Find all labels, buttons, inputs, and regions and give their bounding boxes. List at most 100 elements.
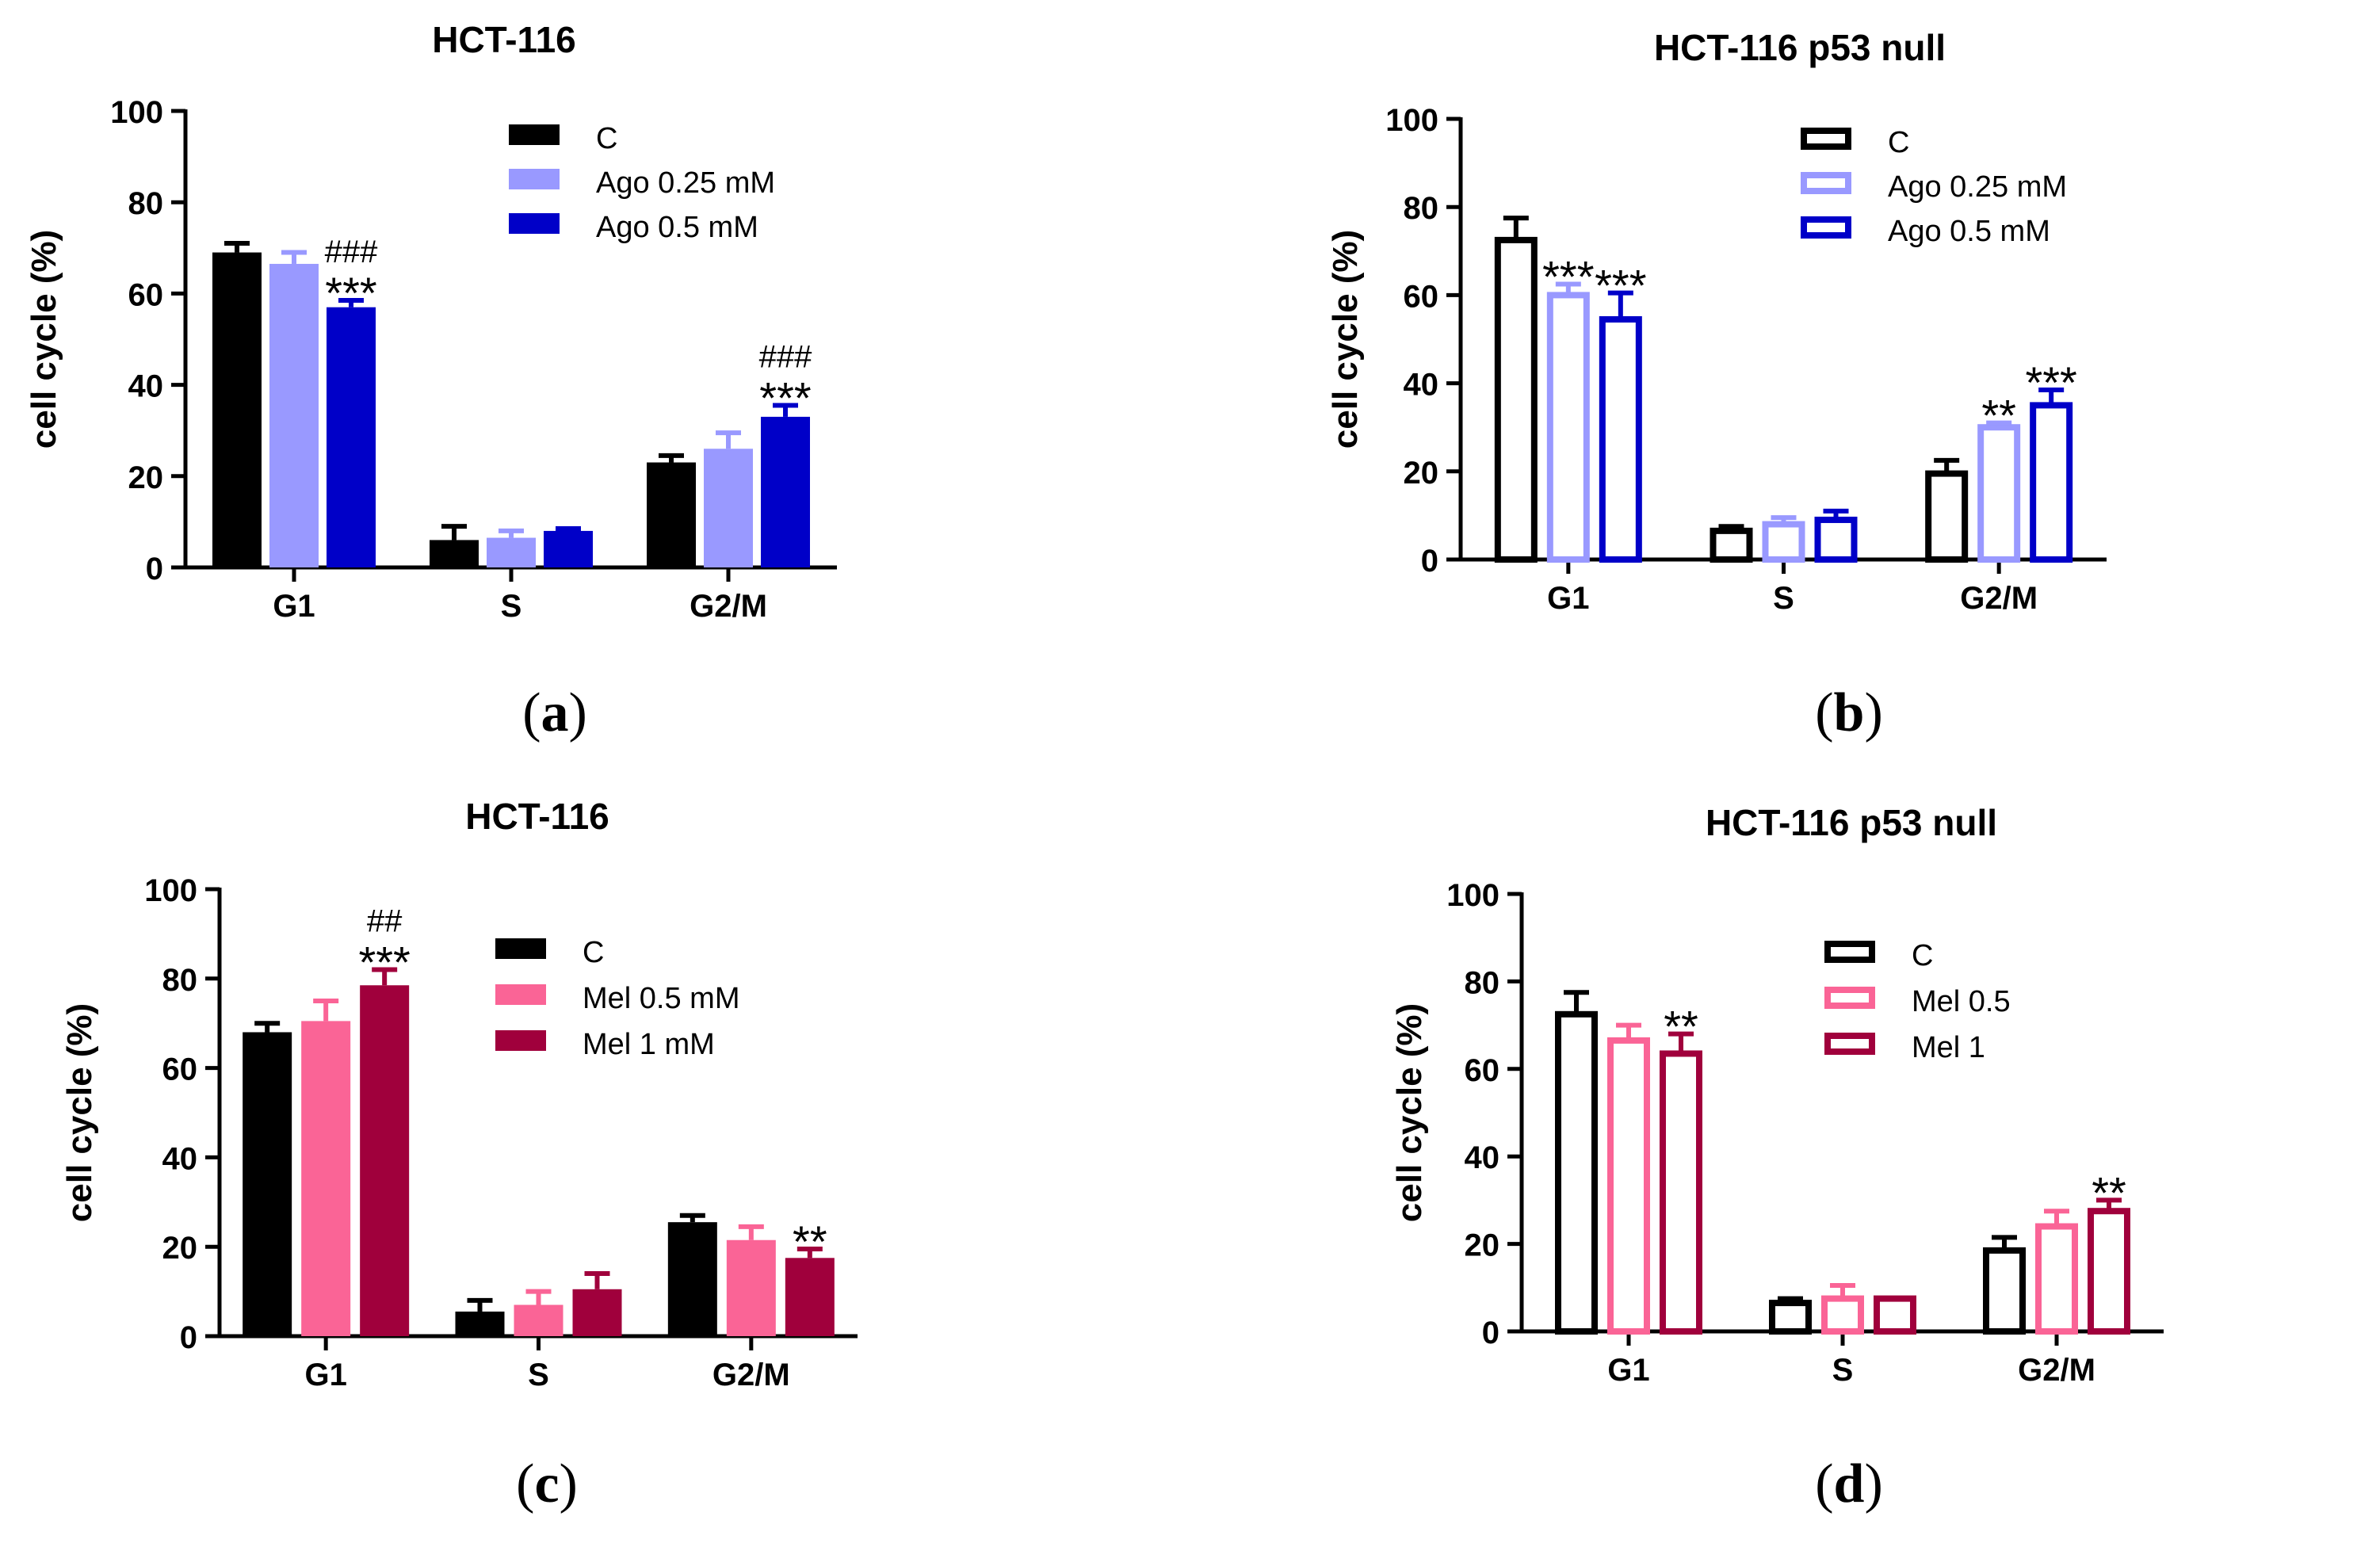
bar: [1821, 1295, 1864, 1335]
y-axis-label: cell cycle (%): [1390, 1003, 1429, 1222]
legend-swatch: [495, 1030, 546, 1051]
bar: [647, 462, 696, 567]
bar: [455, 1311, 505, 1336]
legend: C Ago 0.25 mM Ago 0.5 mM: [1801, 126, 2067, 248]
x-tick-label: S: [528, 1358, 549, 1392]
y-tick-label: 80: [128, 186, 164, 221]
y-axis-label: cell cycle (%): [60, 1003, 99, 1222]
legend-label: C: [1888, 126, 1909, 159]
legend-swatch: [509, 213, 560, 234]
bar: [1710, 527, 1753, 563]
bar: [572, 1289, 622, 1336]
x-tick-label: G2/M: [712, 1358, 790, 1392]
x-tick-label: G2/M: [690, 589, 767, 624]
bar: [1762, 521, 1805, 563]
bar: [1546, 292, 1590, 563]
legend-swatch: [1801, 216, 1851, 239]
legend-swatch: [509, 169, 560, 189]
x-tick-label: G1: [1607, 1353, 1649, 1388]
legend-label: Ago 0.25 mM: [1888, 170, 2067, 204]
legend-label: Mel 1: [1912, 1031, 1985, 1064]
bar: [1814, 516, 1858, 563]
legend-label: Ago 0.5 mM: [1888, 215, 2050, 248]
y-tick-label: 80: [1404, 191, 1439, 226]
bar: [1599, 315, 1642, 563]
bar: [1607, 1037, 1650, 1335]
chart-panel-1: HCT-116 cell cycle (%) 0 20 40 60 80 100 G1 S G2/M…: [25, 19, 837, 624]
legend-swatch: [1801, 128, 1851, 150]
legend-label: Mel 0.5: [1912, 985, 2011, 1018]
bar: [212, 252, 262, 567]
y-axis-label: cell cycle (%): [25, 230, 63, 449]
bar: [301, 1021, 351, 1336]
chart-panel-4: HCT-116 p53 null cell cycle (%) 0 20 40 60 80 1…: [1390, 802, 2164, 1388]
y-tick-label: 100: [110, 95, 163, 130]
bar: [1555, 1010, 1598, 1335]
y-tick-label: 40: [162, 1141, 198, 1176]
bar: [667, 1222, 717, 1336]
chart-title: HCT-116 p53 null: [1706, 802, 1997, 843]
panel-label-d: (d): [1815, 1453, 1883, 1514]
legend-label: Ago 0.5 mM: [596, 211, 758, 244]
legend-swatch: [1824, 987, 1875, 1009]
x-tick-label: S: [1773, 581, 1794, 616]
bar: [2030, 402, 2073, 563]
bar: [1494, 236, 1538, 563]
y-tick-label: 20: [1465, 1228, 1500, 1263]
x-tick-label: G1: [1547, 581, 1589, 616]
legend-label: C: [583, 936, 604, 969]
bar: [327, 307, 376, 567]
bar: [1769, 1300, 1812, 1335]
legend-label: C: [596, 122, 617, 155]
y-tick-label: 100: [144, 873, 197, 908]
significance-label: ***: [1542, 252, 1594, 302]
chart-title: HCT-116: [432, 19, 576, 60]
bar: [243, 1032, 292, 1336]
y-tick-label: 60: [1465, 1053, 1500, 1088]
bar: [1874, 1295, 1916, 1335]
x-tick-label: S: [501, 589, 522, 624]
y-tick-label: 40: [128, 369, 164, 404]
chart-panel-3: HCT-116 cell cycle (%) 0 20 40 60 80 100 G1 S G2/M…: [60, 796, 858, 1392]
significance-label: ***: [1595, 261, 1646, 311]
legend-label: Ago 0.25 mM: [596, 166, 775, 200]
legend-swatch: [1824, 941, 1875, 963]
y-tick-label: 80: [162, 963, 198, 998]
x-tick-label: G2/M: [1960, 581, 2038, 616]
bar: [1983, 1247, 2026, 1335]
legend-swatch: [495, 938, 546, 959]
y-tick-label: 0: [1421, 544, 1438, 579]
bar: [726, 1239, 776, 1336]
bar: [761, 416, 810, 567]
chart-title: HCT-116: [465, 796, 609, 837]
significance-label: ***: [325, 268, 376, 318]
legend-label: C: [1912, 939, 1933, 972]
legend-swatch: [1801, 172, 1851, 194]
significance-label: ##: [367, 904, 403, 939]
y-tick-label: 0: [1482, 1316, 1499, 1350]
significance-label: ***: [759, 373, 811, 423]
bar: [785, 1258, 835, 1336]
bar: [360, 985, 410, 1336]
legend-label: Mel 0.5 mM: [583, 982, 739, 1015]
y-tick-label: 0: [180, 1320, 197, 1355]
significance-label: ***: [358, 938, 410, 987]
panel-label-c: (c): [516, 1453, 578, 1514]
y-tick-label: 40: [1465, 1140, 1500, 1175]
legend-swatch: [1824, 1033, 1875, 1055]
significance-label: **: [1981, 391, 2016, 441]
x-tick-label: S: [1832, 1353, 1854, 1388]
panel-label-a: (a): [522, 682, 587, 743]
legend-label: Mel 1 mM: [583, 1028, 715, 1061]
chart-panel-2: HCT-116 p53 null cell cycle (%) 0 20 40 60 80 1…: [1326, 27, 2107, 616]
legend: C Mel 0.5 Mel 1: [1824, 939, 2011, 1064]
bar: [487, 537, 536, 567]
x-tick-label: G2/M: [2018, 1353, 2095, 1388]
bar: [544, 530, 593, 567]
bar: [704, 449, 753, 567]
y-axis-label: cell cycle (%): [1326, 230, 1365, 449]
significance-label: **: [793, 1216, 827, 1266]
y-tick-label: 60: [162, 1052, 198, 1087]
bar: [2088, 1208, 2130, 1335]
